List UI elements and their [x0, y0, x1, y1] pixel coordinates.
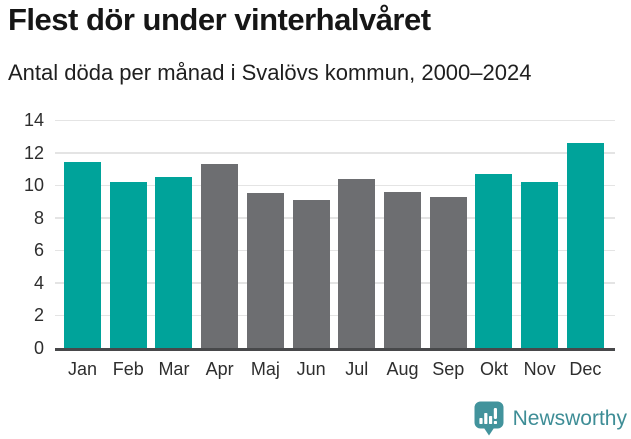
x-tick-label-feb: Feb	[112, 359, 144, 379]
y-tick-label-0: 0	[33, 338, 44, 358]
y-tick-label-2: 2	[33, 305, 44, 326]
bar-feb	[109, 181, 147, 348]
bar-jun	[292, 199, 330, 348]
gridline-4	[55, 282, 615, 284]
bar-dec	[566, 142, 604, 348]
x-tick-label-sep: Sep	[432, 359, 465, 379]
x-tick-label-apr: Apr	[205, 359, 234, 379]
gridline-8	[55, 217, 615, 219]
bar-sep	[429, 196, 467, 348]
bar-jul	[338, 178, 376, 348]
chart-subtitle: Antal döda per månad i Svalövs kommun, 2…	[8, 60, 532, 85]
bar-apr	[201, 163, 239, 348]
newsworthy-logo[interactable]: Newsworthy	[474, 401, 627, 437]
x-tick-label-mar: Mar	[158, 359, 190, 379]
gridline-10	[55, 184, 615, 187]
plot-area	[55, 119, 615, 351]
gridline-14	[55, 119, 615, 121]
y-tick-label-10: 10	[23, 175, 44, 196]
y-tick-label-8: 8	[33, 207, 44, 228]
y-tick-label-4: 4	[33, 272, 44, 293]
x-tick-label-jun: Jun	[296, 359, 326, 379]
y-tick-label-14: 14	[23, 110, 44, 130]
x-tick-label-jan: Jan	[67, 359, 98, 379]
bar-okt	[475, 173, 513, 348]
newsworthy-brand-text: Newsworthy	[512, 407, 627, 430]
x-tick-label-dec: Dec	[569, 359, 602, 379]
x-tick-label-maj: Maj	[250, 359, 280, 379]
x-tick-label-aug: Aug	[386, 359, 419, 379]
x-tick-label-okt: Okt	[479, 359, 508, 379]
gridline-2	[55, 314, 615, 317]
gridline-12	[55, 152, 615, 154]
x-tick-label-nov: Nov	[523, 359, 556, 379]
bar-mar	[155, 177, 193, 348]
chart-title: Flest dör under vinterhalvåret	[8, 2, 431, 37]
bar-aug	[384, 191, 422, 348]
bar-maj	[246, 193, 284, 348]
x-tick-label-jul: Jul	[345, 359, 369, 379]
y-tick-label-6: 6	[33, 240, 44, 261]
gridline-6	[55, 249, 615, 252]
bar-jan	[64, 162, 101, 348]
y-tick-label-12: 12	[23, 142, 44, 163]
bar-nov	[521, 181, 559, 348]
newsworthy-bar-chart-bubble-icon	[474, 401, 506, 437]
